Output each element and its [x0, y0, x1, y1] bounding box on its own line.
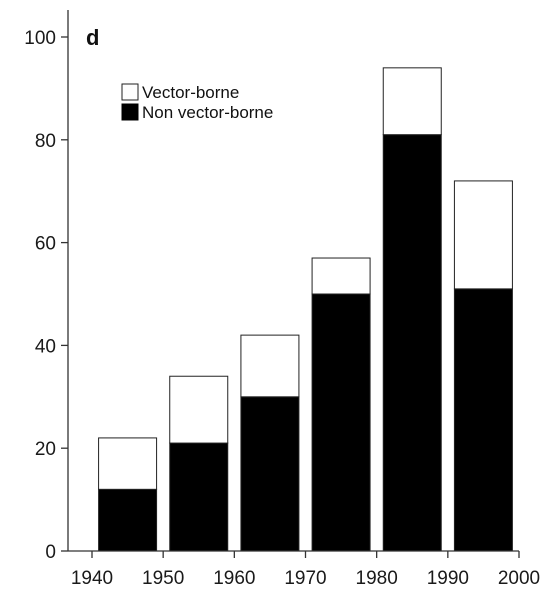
x-tick-label-1940: 1940	[71, 568, 113, 589]
bar-non-vector-borne-1990s	[453, 288, 513, 552]
bar-vector-borne-1990s	[453, 180, 513, 290]
x-tick-label-1960: 1960	[213, 568, 255, 589]
axes-layer	[67, 10, 519, 552]
x-tick-label-1980: 1980	[356, 568, 398, 589]
y-tick-label-100: 100	[24, 28, 56, 49]
legend-swatch-vector-borne	[121, 83, 139, 101]
ticks-layer: 0 20 40 60 80 100 1940 1950 1960 1970 1980 1990 2000	[24, 28, 540, 589]
legend: Vector-borne Non vector-borne	[121, 83, 273, 122]
bar-non-vector-borne-1960s	[240, 396, 300, 552]
y-tick-label-80: 80	[35, 131, 56, 152]
x-tick-label-2000: 2000	[498, 568, 540, 589]
bar-vector-borne-1960s	[240, 334, 300, 398]
bar-non-vector-borne-1940s	[98, 488, 158, 552]
x-tick-label-1950: 1950	[142, 568, 184, 589]
bar-non-vector-borne-1980s	[382, 134, 442, 552]
legend-swatch-non-vector-borne	[121, 103, 139, 121]
y-tick-label-20: 20	[35, 439, 56, 460]
bar-non-vector-borne-1970s	[311, 293, 371, 552]
x-tick-label-1990: 1990	[427, 568, 469, 589]
bar-vector-borne-1970s	[311, 257, 371, 295]
y-tick-label-60: 60	[35, 234, 56, 255]
bar-vector-borne-1950s	[169, 375, 229, 444]
bar-vector-borne-1940s	[98, 437, 158, 490]
panel-label: d	[86, 25, 99, 50]
y-tick-label-0: 0	[45, 542, 56, 563]
bar-vector-borne-1980s	[382, 67, 442, 136]
y-tick-label-40: 40	[35, 336, 56, 357]
bars-layer	[98, 67, 513, 552]
legend-label-non-vector-borne: Non vector-borne	[142, 103, 273, 122]
legend-label-vector-borne: Vector-borne	[142, 83, 239, 102]
bar-non-vector-borne-1950s	[169, 442, 229, 552]
x-tick-label-1970: 1970	[284, 568, 326, 589]
